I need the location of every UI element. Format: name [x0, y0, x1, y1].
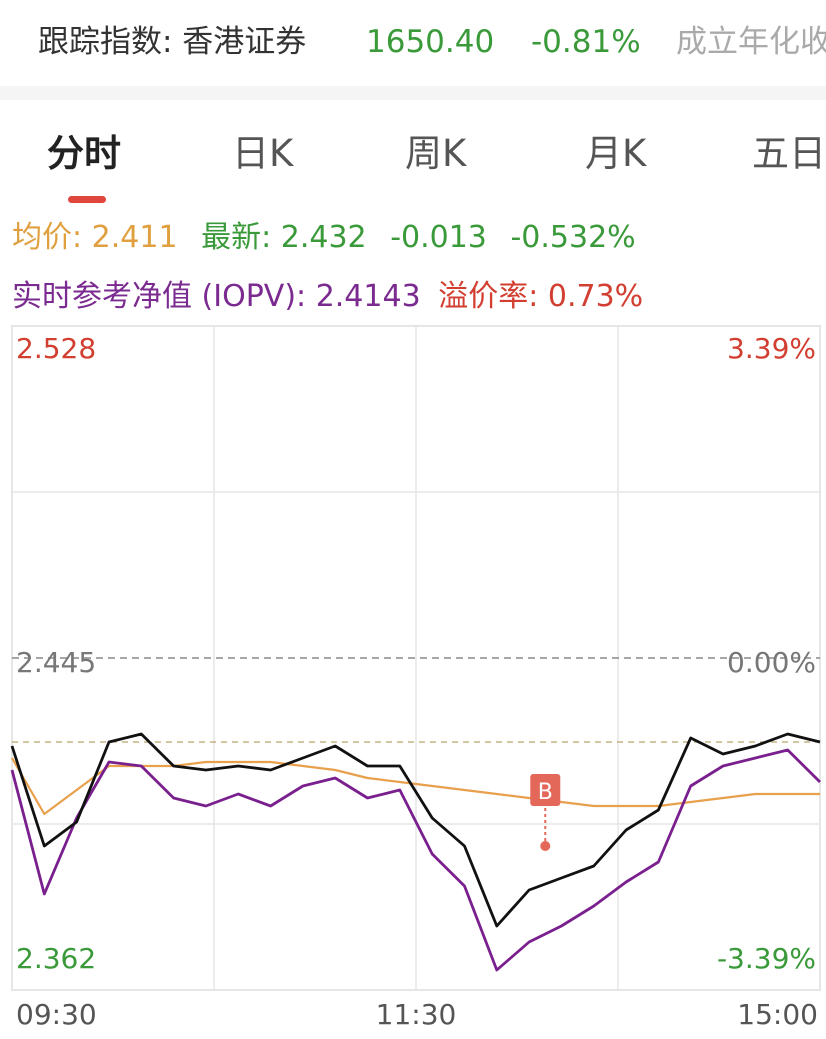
index-info-bar: 跟踪指数: 香港证券 1650.40 -0.81% 成立年化收 — [0, 0, 826, 86]
index-value: 1650.40 — [366, 24, 495, 60]
price-change: -0.013 — [390, 220, 487, 255]
premium-value: 0.73% — [547, 279, 644, 314]
period-tabs: 分时 日K 周K 月K 五日 — [0, 100, 826, 204]
chart-labels: 2.528 2.445 2.362 3.39% 0.00% -3.39% 09:30 11:3… — [16, 332, 818, 1031]
y-tick-right-high: 3.39% — [727, 332, 816, 365]
chart-lines: B — [10, 732, 821, 972]
latest-price-value: 2.432 — [280, 220, 367, 255]
x-tick-open: 09:30 — [16, 998, 97, 1031]
tab-five-day[interactable]: 五日 — [752, 132, 826, 175]
y-tick-right-low: -3.39% — [717, 942, 816, 975]
y-tick-left-mid: 2.445 — [16, 646, 96, 679]
price-line — [10, 732, 821, 928]
iopv-line — [10, 748, 821, 972]
tab-monthly-k[interactable]: 月K — [585, 132, 647, 175]
buy-marker-dot — [540, 841, 551, 851]
avg-price-line — [11, 757, 820, 816]
y-tick-left-low: 2.362 — [16, 942, 96, 975]
section-divider — [0, 86, 826, 100]
active-tab-indicator — [68, 196, 106, 203]
tab-weekly-k[interactable]: 周K — [405, 132, 467, 175]
iopv-line: 实时参考净值 (IOPV): 2.4143 溢价率: 0.73% — [12, 279, 643, 315]
price-change-pct: -0.532% — [510, 220, 636, 255]
avg-price-value: 2.411 — [91, 220, 178, 255]
x-tick-close: 15:00 — [737, 998, 818, 1031]
y-tick-right-mid: 0.00% — [727, 646, 816, 679]
annualized-label: 成立年化收 — [676, 24, 826, 60]
iopv-label: 实时参考净值 (IOPV): — [12, 279, 307, 314]
chart-grid — [11, 325, 821, 991]
x-tick-midday: 11:30 — [376, 998, 457, 1031]
quote-line: 均价: 2.411 最新: 2.432 -0.013 -0.532% — [12, 220, 636, 256]
y-tick-left-high: 2.528 — [16, 332, 96, 365]
latest-price-label: 最新: — [201, 220, 272, 255]
buy-marker-label: B — [538, 780, 553, 805]
buy-marker-box — [530, 774, 561, 806]
premium-label: 溢价率: — [438, 279, 539, 314]
iopv-value: 2.4143 — [315, 279, 421, 314]
tab-daily-k[interactable]: 日K — [232, 132, 294, 175]
tracking-index-label: 跟踪指数: 香港证券 — [38, 24, 307, 60]
tab-intraday[interactable]: 分时 — [47, 132, 121, 175]
avg-price-label: 均价: — [12, 220, 83, 255]
index-change: -0.81% — [531, 24, 641, 60]
